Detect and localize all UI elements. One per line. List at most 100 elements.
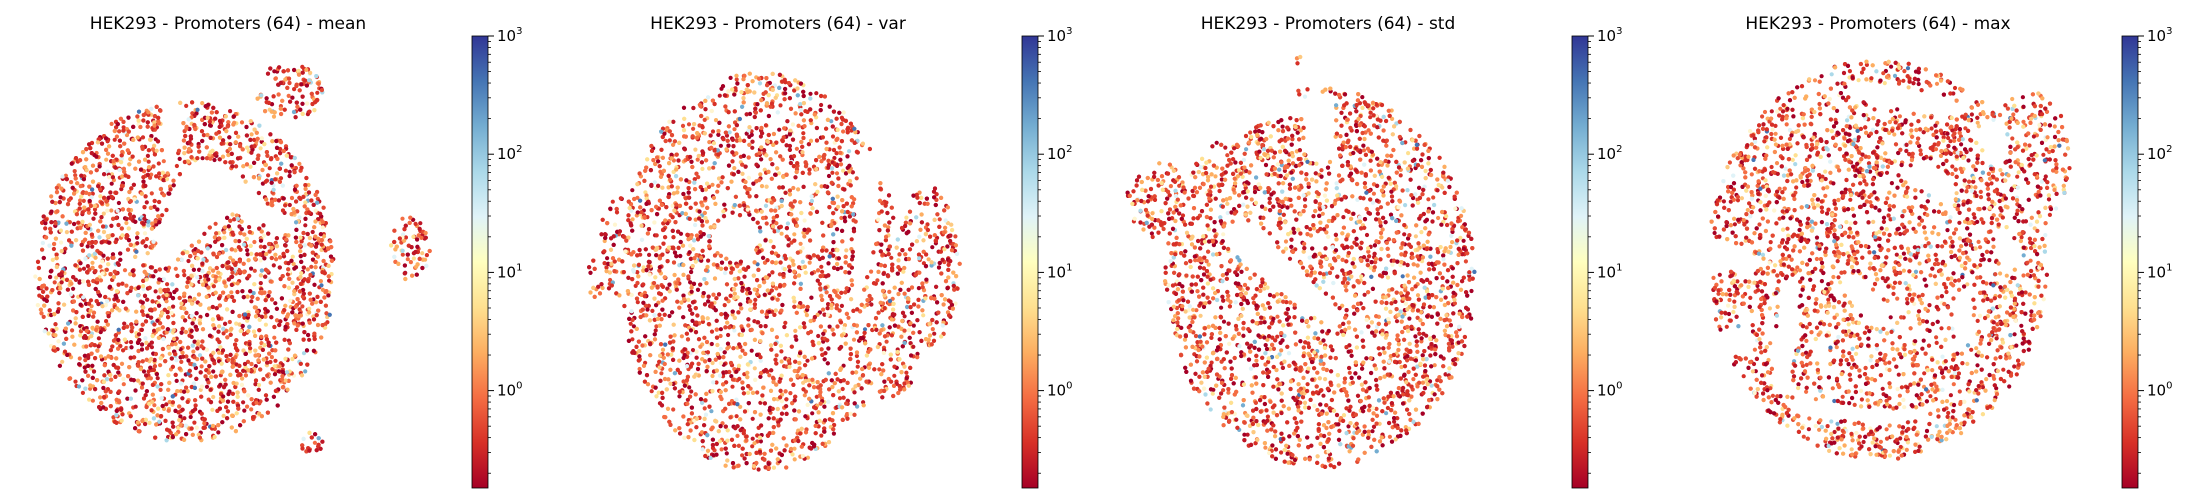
scatter-point	[226, 277, 231, 282]
scatter-point	[214, 231, 219, 236]
scatter-point	[38, 307, 44, 312]
scatter-point	[81, 279, 86, 284]
scatter-point	[48, 274, 53, 280]
colorbar-gradient	[471, 35, 489, 489]
scatter-point	[101, 385, 106, 391]
scatter-point	[67, 198, 72, 203]
scatter-point	[78, 198, 83, 203]
scatter-point	[400, 248, 405, 253]
scatter-point	[189, 155, 194, 160]
scatter-point	[61, 341, 66, 346]
scatter-point	[84, 328, 89, 333]
scatter-point	[252, 160, 257, 165]
scatter-point	[217, 406, 222, 411]
scatter-point	[213, 152, 218, 157]
scatter-point	[259, 136, 264, 141]
scatter-point	[114, 356, 119, 361]
scatter-point	[60, 359, 65, 364]
panel-var: HEK293 - Promoters (64) - var 1001011021…	[587, 14, 1072, 489]
scatter-point	[286, 285, 291, 290]
scatter-point	[101, 224, 106, 229]
scatter-point	[62, 349, 68, 354]
scatter-point	[88, 308, 93, 313]
scatter-point	[56, 339, 61, 344]
scatter-point	[184, 126, 189, 131]
scatter-point	[174, 378, 179, 383]
scatter-point	[202, 421, 207, 426]
scatter-point	[301, 436, 306, 441]
scatter-point	[316, 436, 321, 441]
scatter-point	[95, 277, 100, 282]
scatter-point	[148, 365, 153, 370]
scatter-point	[227, 135, 232, 140]
scatter-point	[208, 387, 213, 392]
scatter-point	[297, 215, 302, 220]
scatter-point	[222, 235, 227, 240]
scatter-point	[205, 312, 210, 318]
scatter-point	[301, 291, 306, 296]
scatter-point	[296, 68, 301, 74]
scatter-point	[119, 183, 125, 188]
scatter-point	[97, 235, 102, 240]
scatter-point	[118, 257, 123, 262]
scatter-point	[262, 256, 267, 261]
scatter-point	[234, 338, 239, 343]
scatter-point	[252, 256, 258, 261]
scatter-point	[213, 221, 218, 226]
scatter-point	[314, 448, 319, 453]
scatter-point	[36, 265, 42, 271]
scatter-point	[415, 244, 420, 249]
scatter-point	[189, 426, 194, 431]
scatter-point	[99, 240, 104, 245]
scatter-point	[289, 195, 295, 201]
scatter-point	[252, 137, 257, 142]
scatter-point	[78, 333, 83, 338]
scatter-point	[74, 212, 79, 217]
scatter-point	[298, 281, 303, 286]
scatter-point	[97, 164, 102, 169]
scatter-point	[248, 289, 253, 294]
scatter-point	[85, 270, 90, 275]
scatter-point	[251, 175, 256, 180]
scatter-point	[127, 189, 132, 195]
scatter-point	[239, 382, 244, 387]
scatter-point	[326, 293, 331, 298]
scatter-point	[228, 142, 233, 147]
scatter-point	[83, 358, 88, 363]
scatter-point	[139, 191, 144, 196]
scatter-point	[158, 287, 163, 292]
scatter-point	[75, 181, 80, 186]
scatter-point	[86, 207, 91, 212]
scatter-point	[191, 317, 196, 322]
scatter-point	[223, 382, 228, 387]
scatter-point	[93, 255, 98, 260]
scatter-point	[246, 368, 251, 373]
scatter-point	[109, 181, 114, 186]
scatter-point	[44, 217, 49, 222]
scatter-point	[258, 146, 263, 151]
scatter-point	[253, 333, 258, 338]
scatter-point	[297, 243, 303, 248]
scatter-point	[403, 223, 408, 228]
scatter-point	[228, 332, 233, 337]
scatter-point	[224, 354, 229, 359]
scatter-point	[184, 310, 189, 315]
scatter-point	[299, 82, 304, 87]
scatter-point	[108, 372, 113, 378]
scatter-point	[81, 266, 87, 271]
scatter-point	[147, 285, 152, 290]
scatter-point	[133, 219, 138, 224]
scatter-point	[93, 269, 98, 274]
scatter-point	[170, 400, 175, 405]
scatter-point	[148, 376, 153, 381]
scatter-point	[143, 393, 148, 398]
scatter-point	[204, 145, 209, 150]
scatter-point	[276, 369, 281, 374]
scatter-point	[57, 200, 62, 205]
scatter-point	[303, 200, 308, 205]
scatter-point	[240, 289, 245, 294]
scatter-point	[283, 324, 288, 329]
scatter-point	[83, 386, 88, 391]
scatter-point	[286, 347, 291, 352]
scatter-point	[310, 250, 315, 255]
